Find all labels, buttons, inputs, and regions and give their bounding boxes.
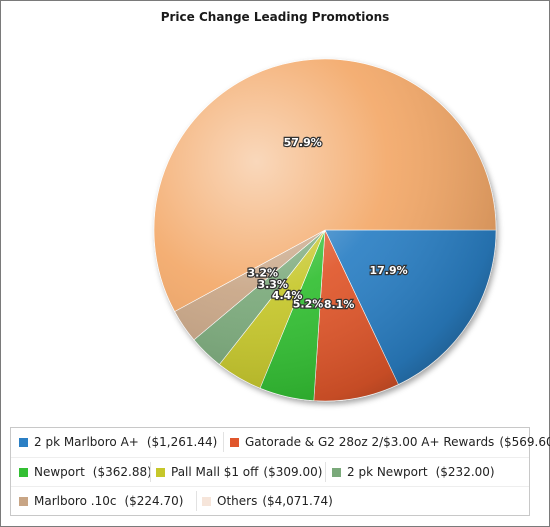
legend-item-marlboro-10c[interactable]: Marlboro .10c ($224.70) <box>11 487 183 515</box>
legend-label: Pall Mall $1 off <box>171 465 259 479</box>
legend-value: ($309.00) <box>263 465 323 479</box>
slice-percent-label: 8.1% <box>324 298 355 311</box>
legend-divider <box>223 432 224 452</box>
legend-item-others[interactable]: Others ($4,071.74) <box>194 487 333 515</box>
legend-divider <box>150 462 151 482</box>
legend-row: Marlboro .10c ($224.70) Others ($4,071.7… <box>11 486 529 515</box>
legend-row: Newport ($362.88) Pall Mall $1 off ($309… <box>11 457 529 486</box>
legend-swatch <box>156 467 165 477</box>
legend-swatch <box>19 437 28 447</box>
legend-value: ($569.60) <box>499 435 550 449</box>
legend-divider <box>325 462 326 482</box>
legend-value: ($362.88) <box>92 465 152 479</box>
legend-label: Others <box>217 494 258 508</box>
legend-item-newport[interactable]: Newport ($362.88) <box>11 458 152 486</box>
legend-label: Newport <box>34 465 85 479</box>
slice-percent-label: 5.2% <box>293 297 324 310</box>
slice-percent-label: 17.9% <box>370 264 408 277</box>
legend-swatch <box>19 496 28 506</box>
slice-percent-label: 57.9% <box>284 136 322 149</box>
legend-row: 2 pk Marlboro A+ ($1,261.44) Gatorade & … <box>11 428 550 456</box>
legend-divider <box>196 491 197 511</box>
legend-value: ($232.00) <box>435 465 495 479</box>
legend-label: 2 pk Newport <box>347 465 428 479</box>
pie-chart: 17.9% 8.1%5.2%4.4%3.3%3.2% 57.9% <box>153 58 497 402</box>
chart-legend: 2 pk Marlboro A+ ($1,261.44) Gatorade & … <box>10 427 550 516</box>
legend-swatch <box>202 496 211 506</box>
legend-swatch <box>332 467 341 477</box>
slice-percent-label: 3.3% <box>257 278 288 291</box>
legend-swatch <box>19 467 28 477</box>
legend-swatch <box>230 437 239 447</box>
legend-label: Gatorade & G2 28oz 2/$3.00 A+ Rewards <box>245 435 495 449</box>
legend-item-pall-mall[interactable]: Pall Mall $1 off ($309.00) <box>148 458 322 486</box>
legend-value: ($4,071.74) <box>262 494 333 508</box>
legend-value: ($1,261.44) <box>146 435 218 449</box>
slice-percent-label: 3.2% <box>248 266 279 279</box>
legend-label: 2 pk Marlboro A+ <box>34 435 139 449</box>
legend-item-newport-2pk[interactable]: 2 pk Newport ($232.00) <box>324 458 495 486</box>
chart-title: Price Change Leading Promotions <box>160 10 390 24</box>
legend-value: ($224.70) <box>124 494 184 508</box>
legend-label: Marlboro .10c <box>34 494 117 508</box>
legend-item-marlboro-2pk[interactable]: 2 pk Marlboro A+ ($1,261.44) <box>11 428 217 456</box>
slice-percent-label: 4.4% <box>272 289 303 302</box>
legend-item-gatorade[interactable]: Gatorade & G2 28oz 2/$3.00 A+ Rewards ($… <box>222 428 550 456</box>
